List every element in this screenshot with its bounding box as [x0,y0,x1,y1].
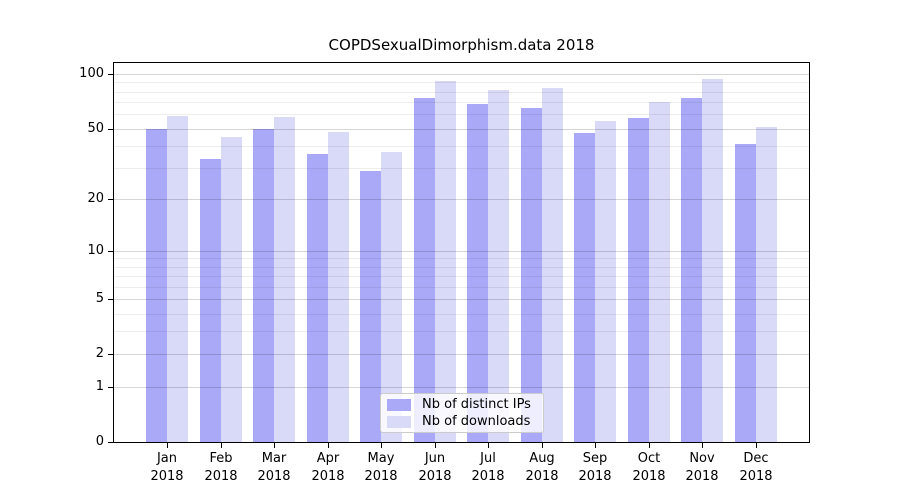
bar-downloads-oct [648,102,670,442]
bar-distinct-ips-jul [467,104,488,442]
bar-downloads-dec [755,126,777,442]
x-tick-mark [274,443,275,448]
x-tick-label-apr: Apr 2018 [311,451,345,484]
y-tick-label: 50 [87,121,104,136]
bar-distinct-ips-apr [306,154,328,442]
y-tick-label: 2 [95,346,104,361]
bar-downloads-nov [702,78,723,442]
y-tick-label: 0 [95,434,104,449]
major-gridline [114,74,809,75]
legend-label-downloads: Nb of downloads [422,414,531,429]
bar-distinct-ips-jun [413,97,435,442]
bar-downloads-aug [541,87,563,442]
x-tick-mark [328,443,329,448]
x-tick-label-sep: Sep 2018 [578,451,612,484]
x-tick-label-jul: Jul 2018 [471,451,505,484]
x-tick-label-nov: Nov 2018 [685,451,719,484]
bar-distinct-ips-jan [146,128,167,442]
bar-distinct-ips-feb [199,158,221,442]
minor-gridline [114,92,809,93]
bar-downloads-feb [220,136,242,442]
minor-gridline [114,267,809,268]
bar-distinct-ips-nov [681,97,702,442]
y-tick-mark [108,387,113,388]
x-tick-label-aug: Aug 2018 [525,451,559,484]
y-tick-mark [108,299,113,300]
x-tick-label-jan: Jan 2018 [150,451,184,484]
minor-gridline [114,287,809,288]
minor-gridline [114,82,809,83]
x-tick-label-mar: Mar 2018 [257,451,291,484]
x-tick-mark [381,443,382,448]
x-tick-mark [221,443,222,448]
minor-gridline [114,276,809,277]
y-tick-mark [108,129,113,130]
major-gridline [114,251,809,252]
legend-label-distinct-ips: Nb of distinct IPs [422,397,531,412]
major-gridline [114,387,809,388]
bar-downloads-jan [167,115,188,442]
y-tick-mark [108,442,113,443]
bar-distinct-ips-aug [520,107,542,442]
y-tick-label: 20 [87,191,104,206]
y-tick-label: 100 [79,66,104,81]
x-tick-mark [702,443,703,448]
bar-downloads-mar [274,116,295,442]
y-tick-mark [108,199,113,200]
bar-downloads-may [381,151,402,442]
bar-downloads-sep [595,121,616,442]
bar-downloads-jul [488,89,509,442]
bar-downloads-apr [327,131,349,442]
x-tick-mark [595,443,596,448]
legend-swatch-downloads [387,415,411,428]
y-tick-mark [108,74,113,75]
bar-distinct-ips-dec [734,143,756,442]
legend-entry-distinct-ips: Nb of distinct IPs [387,396,537,413]
x-tick-mark [649,443,650,448]
major-gridline [114,199,809,200]
legend-entry-downloads: Nb of downloads [387,413,537,430]
x-tick-mark [167,443,168,448]
y-tick-label: 10 [87,243,104,258]
plot-area [114,63,809,442]
bar-downloads-jun [434,80,456,442]
minor-gridline [114,331,809,332]
y-tick-mark [108,251,113,252]
y-tick-label: 1 [95,379,104,394]
legend-swatch-distinct-ips [387,398,411,411]
x-tick-label-feb: Feb 2018 [204,451,238,484]
x-tick-label-may: May 2018 [364,451,398,484]
y-tick-mark [108,354,113,355]
minor-gridline [114,258,809,259]
x-tick-label-oct: Oct 2018 [632,451,666,484]
x-tick-mark [542,443,543,448]
bar-distinct-ips-oct [627,118,649,442]
major-gridline [114,299,809,300]
minor-gridline [114,114,809,115]
bar-distinct-ips-sep [574,133,595,442]
x-tick-label-jun: Jun 2018 [418,451,452,484]
major-gridline [114,354,809,355]
minor-gridline [114,168,809,169]
legend: Nb of distinct IPs Nb of downloads [380,393,544,433]
minor-gridline [114,146,809,147]
minor-gridline [114,102,809,103]
bar-distinct-ips-mar [253,128,274,442]
x-tick-mark [488,443,489,448]
chart-title: COPDSexualDimorphism.data 2018 [328,36,595,54]
x-tick-mark [435,443,436,448]
x-tick-label-dec: Dec 2018 [739,451,773,484]
bar-distinct-ips-may [360,170,381,442]
major-gridline [114,129,809,130]
x-tick-mark [756,443,757,448]
minor-gridline [114,314,809,315]
y-tick-label: 5 [95,291,104,306]
